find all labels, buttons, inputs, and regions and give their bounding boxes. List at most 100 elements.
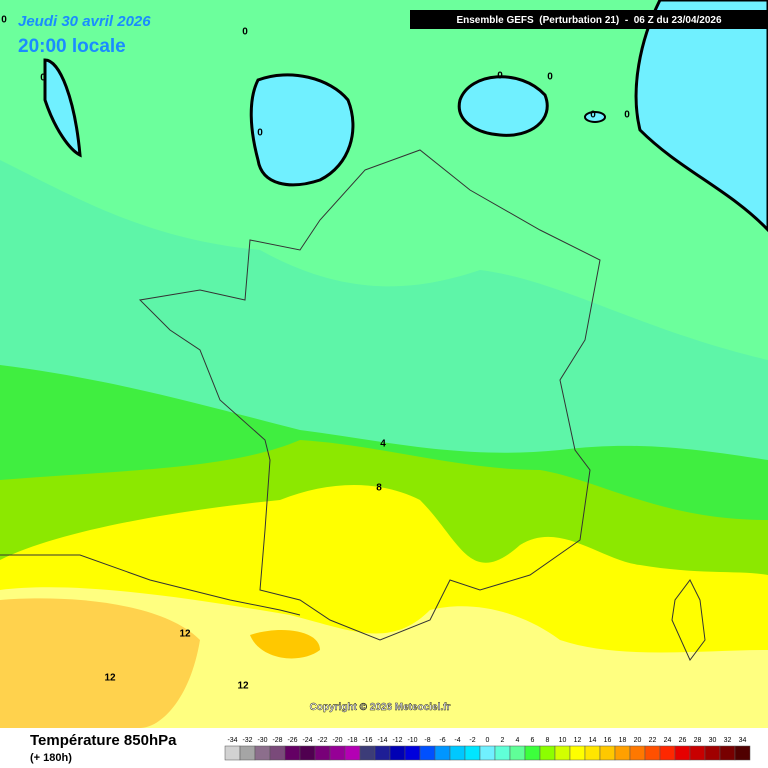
scale-label: 0 [486,737,490,744]
color-scale: -34 -32 -30 -28 -26 -24 -22 -20 -18 -16 -14 -12 -10-… [224,737,751,761]
scale-swatch [644,745,661,761]
scale-label: 34 [739,737,747,744]
scale-label: 12 [574,737,582,744]
scale-swatch [419,745,436,761]
scale-label: 2 [501,737,505,744]
field-orange [0,598,200,728]
scale-swatch [254,745,271,761]
scale-swatch [599,745,616,761]
scale-label: -22 [317,737,327,744]
scale-swatch [629,745,646,761]
scale-label: -2 [469,737,475,744]
scale-swatch [389,745,406,761]
contour-label: 0 [590,110,596,121]
scale-swatch [344,745,361,761]
scale-label: -30 [257,737,267,744]
scale-swatch [509,745,526,761]
scale-swatch [434,745,451,761]
footer-subtitle: (+ 180h) [30,752,72,764]
contour-label: 0 [40,73,46,84]
scale-label: 32 [724,737,732,744]
scale-label: -34 [227,737,237,744]
scale-label: -14 [377,737,387,744]
scale-label: -32 [242,737,252,744]
contour-label: 0 [497,71,503,82]
footer-title: Température 850hPa [30,732,177,749]
scale-label: 28 [694,737,702,744]
scale-label: -8 [424,737,430,744]
run-box [410,10,768,29]
scale-swatch [494,745,511,761]
scale-label: -20 [332,737,342,744]
scale-swatch [284,745,301,761]
scale-label: 24 [664,737,672,744]
scale-swatch [734,745,751,761]
scale-swatch [224,745,241,761]
scale-swatch [299,745,316,761]
scale-swatch [329,745,346,761]
field-orange [250,630,320,659]
contour-label: 4 [380,439,386,450]
scale-swatch [314,745,331,761]
scale-label: -6 [439,737,445,744]
coastline [671,579,706,661]
scale-swatch [689,745,706,761]
scale-swatch [479,745,496,761]
contour-label: 8 [376,483,382,494]
scale-label: -12 [392,737,402,744]
scale-swatch [659,745,676,761]
scale-label: 16 [604,737,612,744]
scale-label: -4 [454,737,460,744]
scale-swatch [464,745,481,761]
scale-swatch [539,745,556,761]
scale-label: 20 [634,737,642,744]
scale-swatch [719,745,736,761]
scale-label: 4 [516,737,520,744]
coastline [138,149,601,641]
contour-label: 12 [237,681,249,692]
scale-swatch [449,745,466,761]
contour-label: 12 [104,673,116,684]
scale-label: -26 [287,737,297,744]
scale-label: 30 [709,737,717,744]
scale-swatch [269,745,286,761]
cold-pocket [584,111,606,123]
scale-swatch [359,745,376,761]
scale-swatch [554,745,571,761]
cold-pocket [457,75,549,137]
scale-label: 22 [649,737,657,744]
scale-label: -10 [407,737,417,744]
scale-swatch [569,745,586,761]
copyright: Copyright © 2026 Meteociel.fr [310,702,451,713]
scale-label: 26 [679,737,687,744]
scale-label: 14 [589,737,597,744]
scale-swatch [584,745,601,761]
contour-label: 0 [257,128,263,139]
scale-label: -16 [362,737,372,744]
scale-label: -18 [347,737,357,744]
contour-label: 0 [1,15,7,26]
contour-label: 12 [179,629,191,640]
contour-label: 0 [547,72,553,83]
scale-label: 18 [619,737,627,744]
scale-label: 8 [546,737,550,744]
scale-label: -24 [302,737,312,744]
contour-label: 0 [624,110,630,121]
scale-swatch [524,745,541,761]
scale-swatch [374,745,391,761]
field-pale-yellow [0,587,768,728]
scale-swatch [614,745,631,761]
date-label: Jeudi 30 avril 2026 [18,13,151,30]
scale-label: 6 [531,737,535,744]
scale-swatch [239,745,256,761]
scale-swatch [404,745,421,761]
cold-pocket [634,0,768,233]
scale-swatch [704,745,721,761]
scale-label: -28 [272,737,282,744]
contour-label: 0 [242,27,248,38]
run-label: Ensemble GEFS (Perturbation 21) - 06 Z d… [456,15,722,26]
scale-swatch [674,745,691,761]
cold-pocket [43,58,82,158]
